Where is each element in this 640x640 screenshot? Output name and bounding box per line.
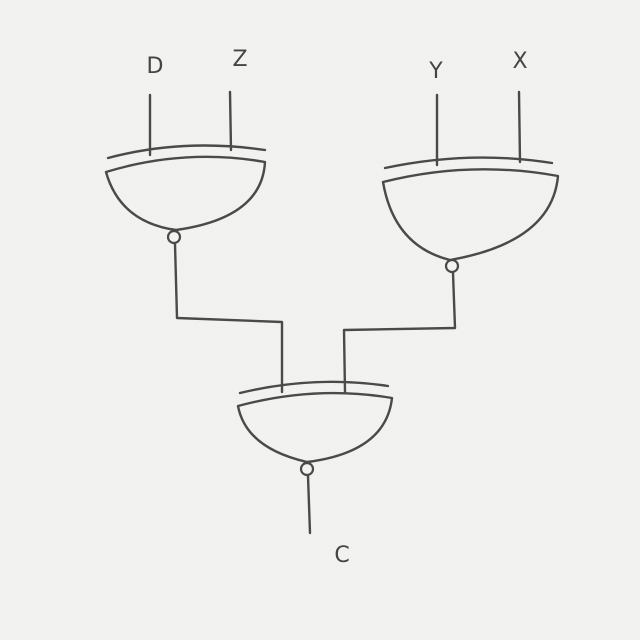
wire-left-to-bottom	[173, 242, 284, 394]
gate-right-output-bubble	[444, 258, 460, 274]
gate-right-body	[381, 168, 560, 262]
input-label-x: X	[512, 49, 527, 74]
input-label-d: D	[147, 54, 164, 79]
gate-bottom-input-arc	[238, 380, 390, 395]
input-label-y: Y	[428, 59, 443, 84]
gate-bottom-output-bubble	[299, 461, 315, 477]
gate-bottom-body	[236, 391, 394, 464]
gate-left-body	[104, 155, 267, 232]
xnor-gate-left	[104, 144, 267, 245]
wire-input-z	[228, 90, 233, 152]
xnor-gate-bottom	[236, 380, 394, 477]
wire-right-to-bottom	[342, 271, 457, 394]
gate-right-input-arc	[383, 156, 554, 170]
wire-output	[306, 474, 312, 535]
xnor-gate-right	[381, 156, 560, 274]
gate-left-input-arc	[106, 144, 267, 160]
gate-left-output-bubble	[166, 229, 182, 245]
wire-input-x	[517, 90, 522, 164]
output-label-c: C	[334, 543, 349, 568]
input-label-z: Z	[232, 47, 247, 72]
